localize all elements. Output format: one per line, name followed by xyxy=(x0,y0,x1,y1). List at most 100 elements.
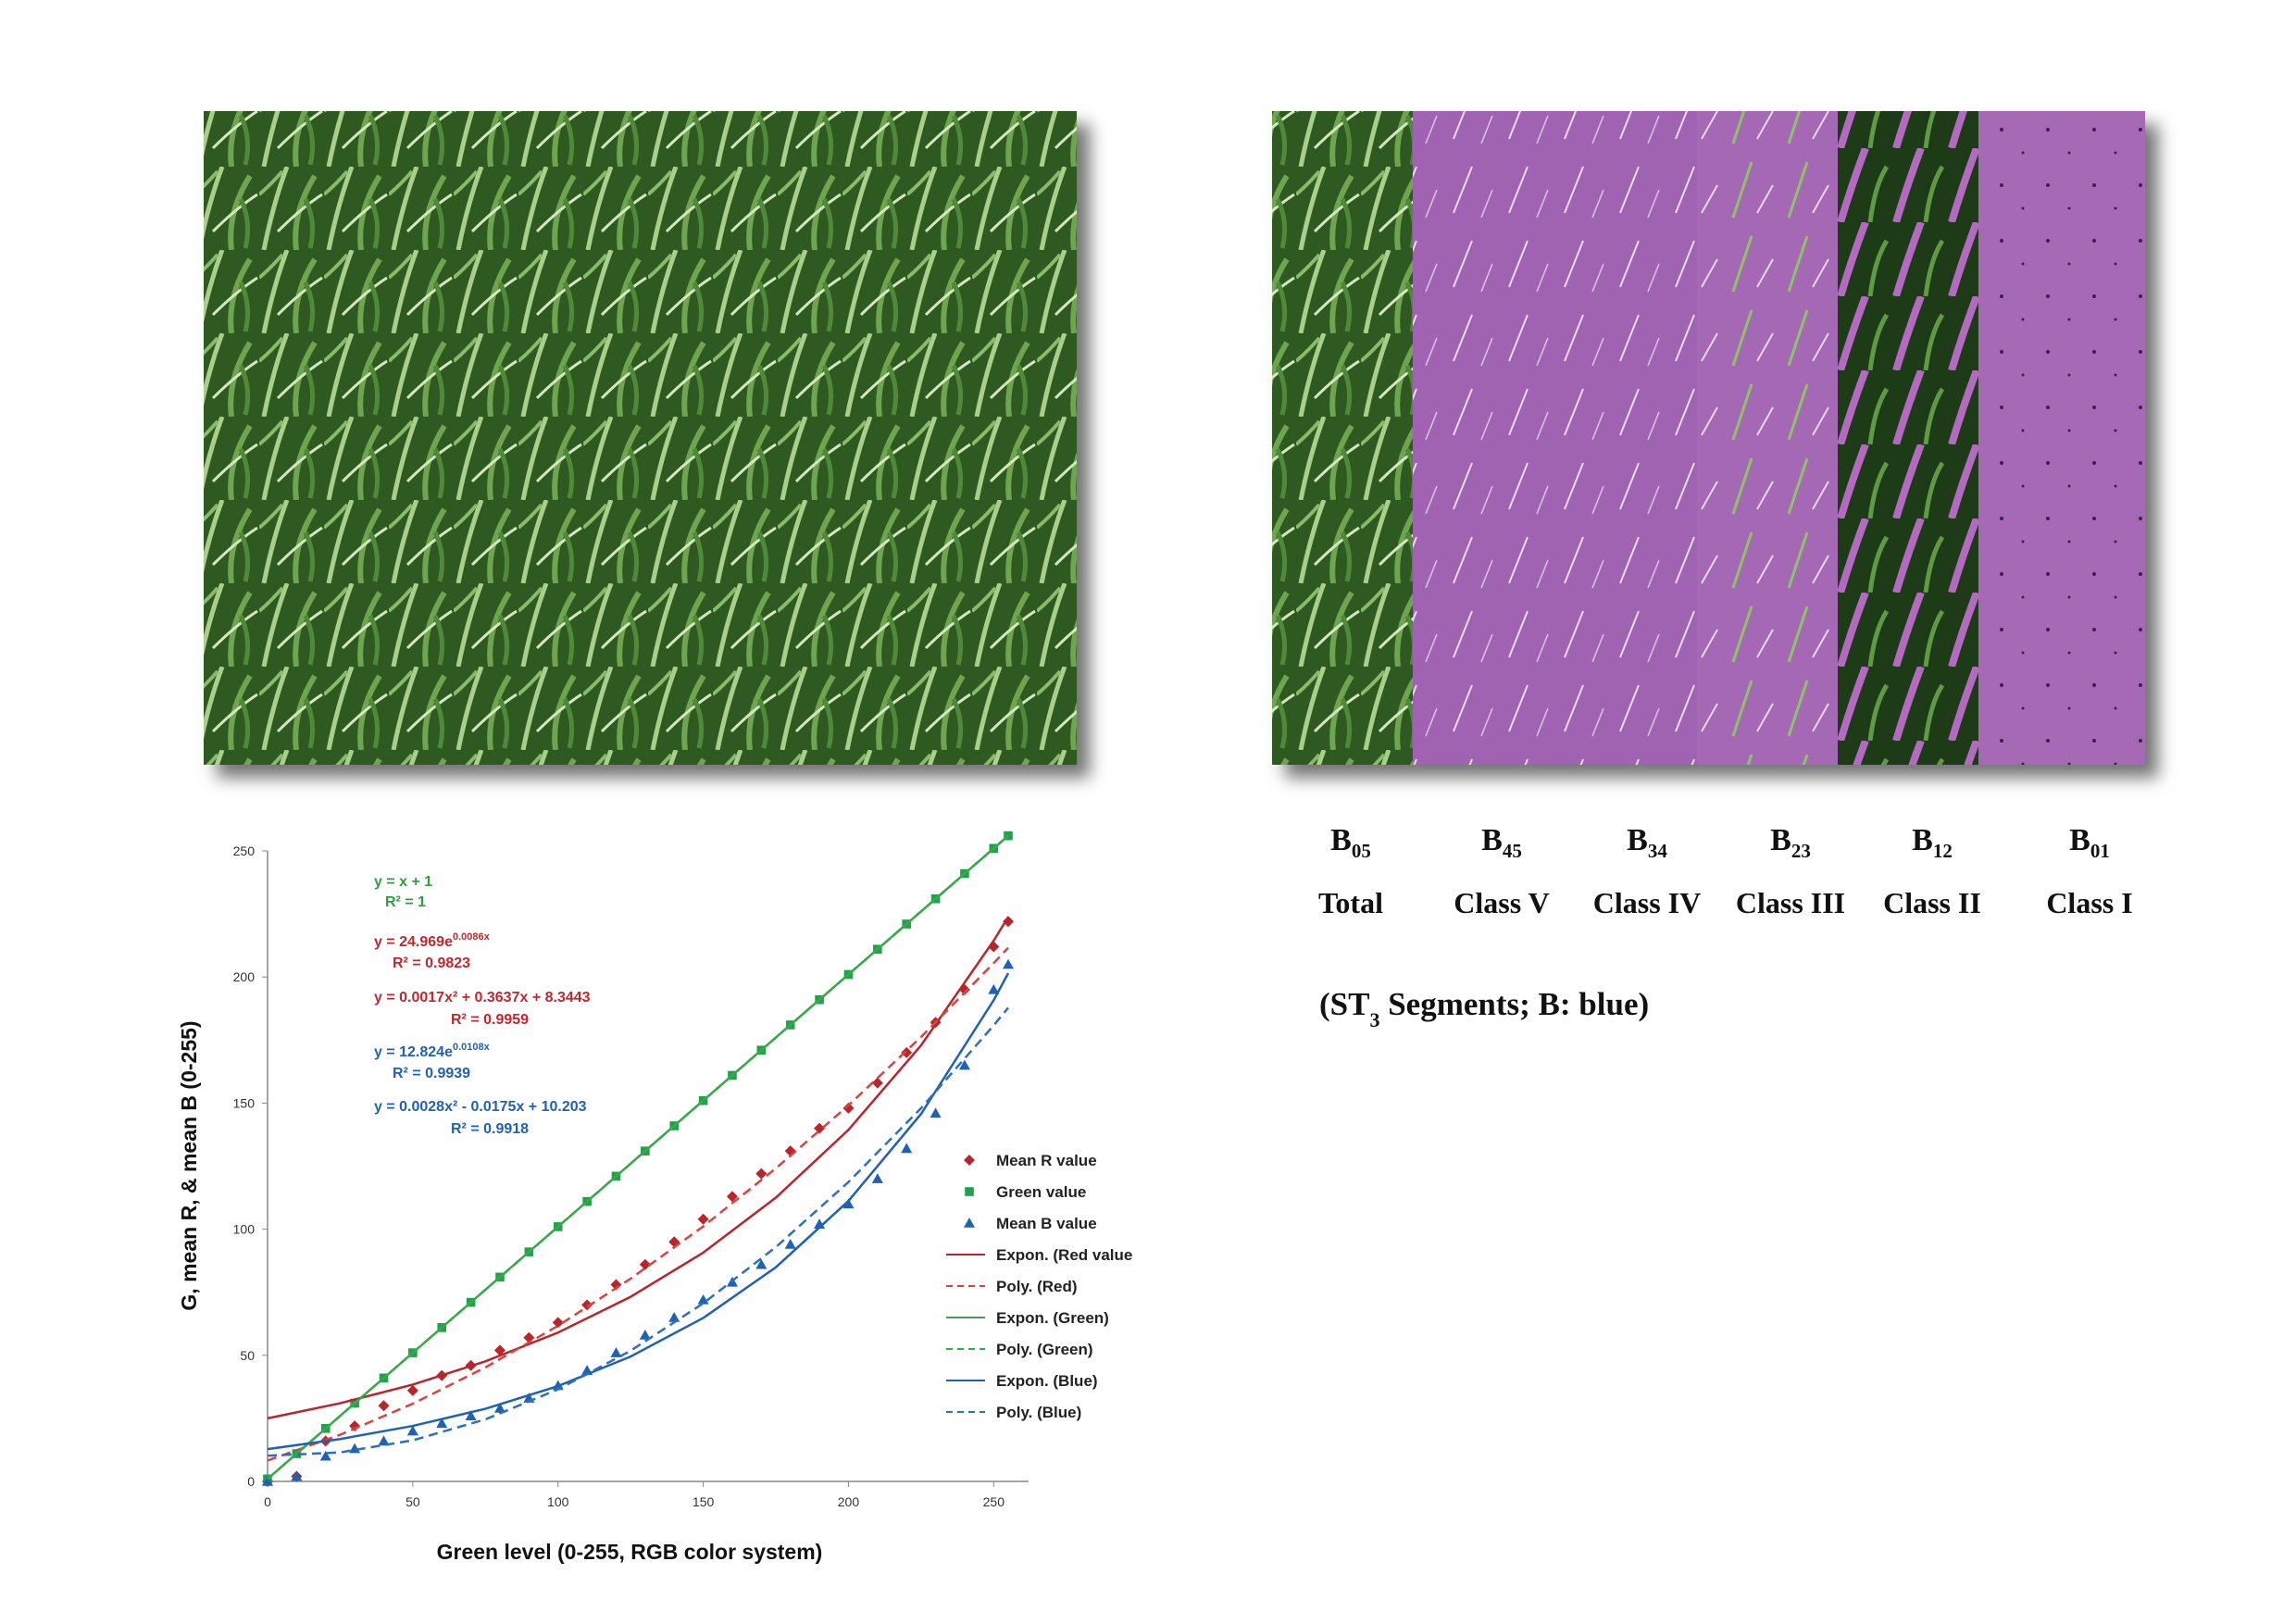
marker-triangle xyxy=(755,1258,767,1269)
annotation-text: R² = 0.9918 xyxy=(451,1121,529,1137)
annotation: R² = 0.9939 xyxy=(393,1066,470,1081)
x-tick-label: 150 xyxy=(693,1494,715,1509)
strip-class-iii xyxy=(1697,111,1840,765)
band-main: B xyxy=(1481,823,1503,857)
marker-diamond xyxy=(901,1046,913,1058)
annotation-text: y = 0.0017x² + 0.3637x + 8.3443 xyxy=(374,990,591,1006)
annotation: y = x + 1 xyxy=(374,874,432,890)
legend-label: Poly. (Blue) xyxy=(996,1404,1081,1421)
trendline xyxy=(267,1006,1009,1457)
annotation-text: R² = 0.9823 xyxy=(393,956,470,971)
strip-class-i xyxy=(1978,111,2145,765)
annotation: R² = 0.9918 xyxy=(451,1121,529,1137)
annotation-text: y = x + 1 xyxy=(374,874,432,890)
annotation: y = 24.969e0.0086x xyxy=(374,931,491,950)
marker-triangle xyxy=(319,1450,331,1461)
band-sub: 23 xyxy=(1791,840,1811,862)
marker-triangle xyxy=(262,1476,273,1486)
band-main: B xyxy=(2069,823,2090,857)
chart: 0 50 100 150 200 250 0 50 100 150 200 250 Green leve… xyxy=(177,831,1132,1564)
trendline xyxy=(267,916,1010,1420)
legend-label: Poly. (Green) xyxy=(996,1341,1093,1358)
legend-label: Expon. (Green) xyxy=(996,1309,1109,1327)
marker-triangle xyxy=(291,1470,303,1481)
y-tick-label: 0 xyxy=(247,1474,255,1489)
y-tick-label: 150 xyxy=(233,1095,256,1110)
marker-triangle xyxy=(465,1410,477,1420)
class-label: Class III xyxy=(1736,886,1845,919)
trendline xyxy=(267,946,1009,1462)
marker-triangle xyxy=(784,1238,796,1249)
x-axis-label: Green level (0-255, RGB color system) xyxy=(437,1540,823,1564)
marker-triangle xyxy=(639,1330,651,1340)
marker-triangle xyxy=(1003,958,1014,969)
y-axis-label: G, mean R, & mean B (0-255) xyxy=(177,1020,201,1310)
annotation-sup: 0.0108x xyxy=(453,1042,491,1053)
annotation: y = 0.0028x² - 0.0175x + 10.203 xyxy=(374,1099,587,1115)
band-label: B23 xyxy=(1770,823,1811,862)
marker-diamond xyxy=(378,1400,390,1412)
annotation: R² = 0.9959 xyxy=(451,1012,529,1028)
annotation: y = 0.0017x² + 0.3637x + 8.3443 xyxy=(374,990,591,1006)
marker-diamond xyxy=(871,1077,883,1089)
marker-triangle xyxy=(871,1173,883,1183)
marker-diamond xyxy=(755,1168,767,1180)
legend-label: Mean R value xyxy=(996,1152,1097,1169)
band-label: B34 xyxy=(1627,823,1667,862)
strip-class-iv xyxy=(1555,111,1699,765)
class-label: Total xyxy=(1318,886,1383,919)
caption-sub: 3 xyxy=(1369,1008,1379,1031)
y-tick-label: 50 xyxy=(240,1348,255,1363)
band-sub: 01 xyxy=(2090,840,2110,862)
class-label: Class V xyxy=(1454,886,1549,919)
band-sub: 34 xyxy=(1648,840,1668,862)
marker-triangle xyxy=(378,1435,390,1446)
marker-triangle xyxy=(958,1059,970,1070)
annotation-text: y = 0.0028x² - 0.0175x + 10.203 xyxy=(374,1099,587,1115)
band-label: B05 xyxy=(1330,823,1371,862)
annotation-text: y = 12.824e xyxy=(374,1044,453,1060)
y-tick-label: 250 xyxy=(233,843,256,858)
y-tick-label: 200 xyxy=(233,969,256,984)
marker-triangle xyxy=(493,1403,505,1413)
strip-class-v xyxy=(1413,111,1555,765)
marker-diamond xyxy=(842,1102,855,1114)
band-label: B12 xyxy=(1912,823,1953,862)
class-label: Class I xyxy=(2046,886,2132,919)
annotation: R² = 1 xyxy=(385,894,426,910)
strip-class-ii xyxy=(1838,111,1980,765)
x-tick-label: 50 xyxy=(406,1494,420,1509)
marker-triangle xyxy=(697,1293,709,1305)
legend-label: Mean B value xyxy=(996,1215,1097,1232)
x-tick-label: 0 xyxy=(264,1494,271,1509)
marker-diamond xyxy=(697,1213,709,1225)
annotation-text: y = 24.969e xyxy=(374,934,453,950)
marker-triangle xyxy=(901,1143,913,1154)
band-label: B45 xyxy=(1481,823,1522,862)
legend-label: Expon. (Blue) xyxy=(996,1372,1098,1390)
marker-diamond xyxy=(639,1258,651,1270)
y-tick-label: 100 xyxy=(233,1222,256,1237)
marker-triangle xyxy=(930,1107,942,1118)
band-main: B xyxy=(1912,823,1933,857)
trendline xyxy=(267,834,1009,1480)
caption-text: (ST xyxy=(1319,986,1369,1022)
x-tick-label: 250 xyxy=(983,1494,1005,1509)
band-sub: 12 xyxy=(1933,840,1953,862)
strip-total xyxy=(1272,111,1415,765)
band-sub: 05 xyxy=(1352,840,1371,862)
caption-text: Segments; B: blue) xyxy=(1379,986,1649,1022)
annotation: y = 12.824e0.0108x xyxy=(374,1042,491,1060)
legend-label: Expon. (Red value xyxy=(996,1246,1132,1264)
caption: (ST3 Segments; B: blue) xyxy=(1319,986,1649,1031)
marker-diamond xyxy=(493,1344,505,1356)
marker-diamond xyxy=(581,1299,593,1311)
annotation: R² = 0.9823 xyxy=(393,956,470,971)
marker-diamond xyxy=(406,1384,418,1396)
marker-diamond xyxy=(964,1155,975,1166)
marker-triangle xyxy=(842,1198,855,1209)
x-tick-label: 100 xyxy=(547,1494,569,1509)
band-sub: 45 xyxy=(1503,840,1522,862)
